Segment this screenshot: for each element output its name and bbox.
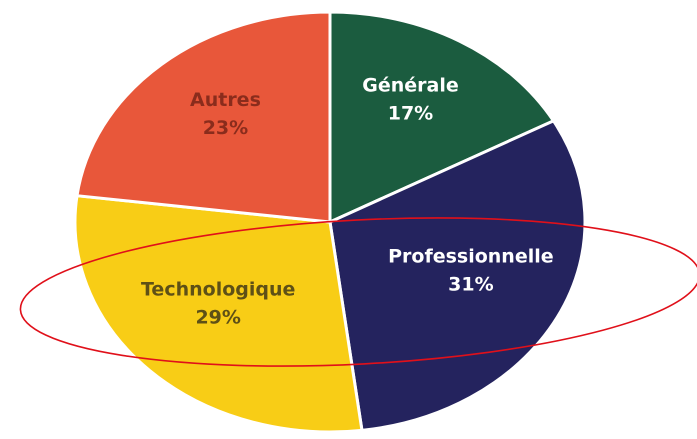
slice-label: Technologique: [141, 279, 295, 301]
slice-value-label: 31%: [448, 274, 493, 296]
pie: [73, 10, 587, 434]
slice-label: Professionnelle: [388, 246, 554, 268]
slice-value-label: 17%: [388, 102, 433, 124]
pie-slice: [328, 10, 556, 225]
labels: Générale 17% Professionnelle 31% Technologiq…: [141, 74, 554, 328]
highlight-ellipse: [19, 217, 697, 367]
slice-value-label: 29%: [195, 307, 240, 329]
pie-slice: [73, 194, 364, 434]
pie-slice: [75, 10, 332, 224]
slice-label: Générale: [362, 74, 458, 96]
pie-slice: [328, 118, 587, 432]
slice-label: Autres: [190, 89, 261, 111]
slice-value-label: 23%: [203, 117, 248, 139]
